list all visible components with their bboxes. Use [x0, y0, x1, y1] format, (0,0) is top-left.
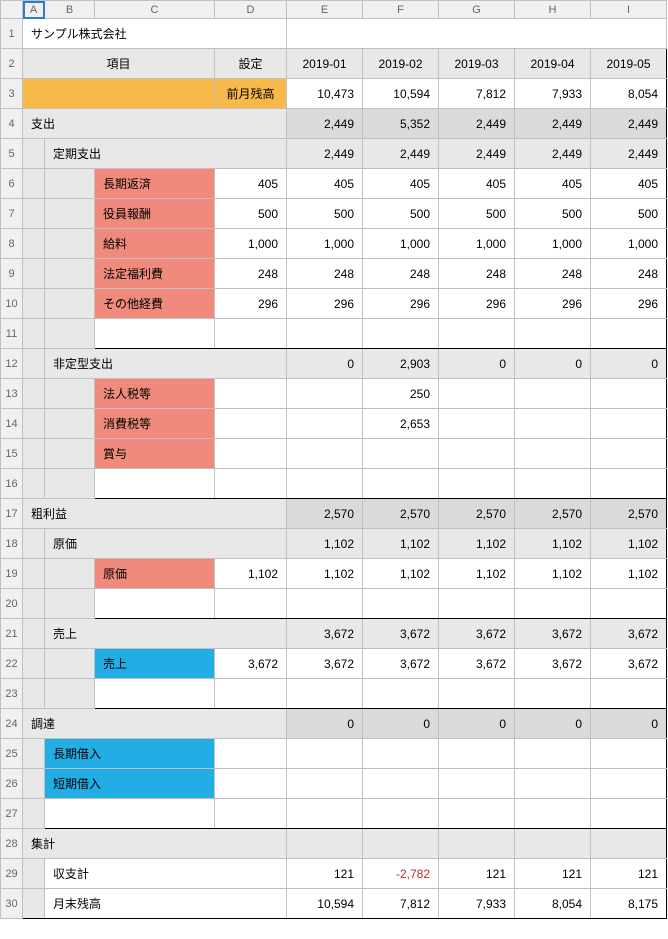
sales-label: 売上: [45, 619, 286, 648]
row-10[interactable]: 10その他経費296296296296296296: [1, 289, 667, 319]
gross-label: 粗利益: [23, 499, 286, 528]
row-15[interactable]: 15賞与: [1, 439, 667, 469]
sales-item-label: 売上: [95, 649, 214, 678]
col-c[interactable]: C: [95, 1, 215, 19]
month-2: 2019-02: [363, 49, 438, 78]
row-2[interactable]: 2 項目 設定 2019-01 2019-02 2019-03 2019-04 …: [1, 49, 667, 79]
col-d[interactable]: D: [215, 1, 287, 19]
col-b[interactable]: B: [45, 1, 95, 19]
row-12[interactable]: 12非定型支出02,903000: [1, 349, 667, 379]
row-30[interactable]: 30月末残高10,5947,8127,9338,0548,175: [1, 889, 667, 919]
var-item-0-label: 法人税等: [95, 379, 214, 408]
row-9[interactable]: 9法定福利費248248248248248248: [1, 259, 667, 289]
row-6[interactable]: 6長期返済405405405405405405: [1, 169, 667, 199]
row-28[interactable]: 28集計: [1, 829, 667, 859]
row-25[interactable]: 25長期借入: [1, 739, 667, 769]
fixed-total-2: 2,449: [363, 139, 438, 168]
cost-item-label: 原価: [95, 559, 214, 588]
col-e[interactable]: E: [287, 1, 363, 19]
expense-total-2: 5,352: [363, 109, 438, 138]
prev-balance-3: 7,812: [439, 79, 514, 108]
row-4[interactable]: 4 支出 2,449 5,352 2,449 2,449 2,449: [1, 109, 667, 139]
fixed-total-3: 2,449: [439, 139, 514, 168]
month-4: 2019-04: [515, 49, 590, 78]
col-g[interactable]: G: [439, 1, 515, 19]
row-20[interactable]: 20: [1, 589, 667, 619]
fixed-item-1-label: 役員報酬: [95, 199, 214, 228]
prev-balance-1: 10,473: [287, 79, 362, 108]
fixed-item-3-label: 法定福利費: [95, 259, 214, 288]
row-13[interactable]: 13法人税等250: [1, 379, 667, 409]
row-21[interactable]: 21売上3,6723,6723,6723,6723,672: [1, 619, 667, 649]
expense-total-5: 2,449: [591, 109, 666, 138]
expense-total-1: 2,449: [287, 109, 362, 138]
balance-label: 収支計: [45, 859, 286, 888]
col-f[interactable]: F: [363, 1, 439, 19]
fixed-total-1: 2,449: [287, 139, 362, 168]
row-14[interactable]: 14消費税等2,653: [1, 409, 667, 439]
prev-balance-4: 7,933: [515, 79, 590, 108]
row-26[interactable]: 26短期借入: [1, 769, 667, 799]
month-5: 2019-05: [591, 49, 666, 78]
row-29[interactable]: 29収支計121-2,782121121121: [1, 859, 667, 889]
finance-item-0-label: 長期借入: [45, 739, 214, 768]
row-27[interactable]: 27: [1, 799, 667, 829]
row-23[interactable]: 23: [1, 679, 667, 709]
prev-balance-2: 10,594: [363, 79, 438, 108]
fixed-item-2-label: 給料: [95, 229, 214, 258]
cost-label: 原価: [45, 529, 286, 558]
fixed-item-4-label: その他経費: [95, 289, 214, 318]
row-7[interactable]: 7役員報酬500500500500500500: [1, 199, 667, 229]
expense-total-3: 2,449: [439, 109, 514, 138]
row-3[interactable]: 3 前月残高 10,473 10,594 7,812 7,933 8,054: [1, 79, 667, 109]
fixed-item-0-label: 長期返済: [95, 169, 214, 198]
finance-item-1-label: 短期借入: [45, 769, 214, 798]
col-h[interactable]: H: [515, 1, 591, 19]
variable-expense-label: 非定型支出: [45, 349, 286, 378]
month-3: 2019-03: [439, 49, 514, 78]
column-header-row: A B C D E F G H I: [1, 1, 667, 19]
fixed-total-4: 2,449: [515, 139, 590, 168]
row-1[interactable]: 1 サンプル株式会社: [1, 19, 667, 49]
expense-label: 支出: [23, 109, 286, 138]
summary-label: 集計: [23, 829, 286, 858]
prev-balance-label: 前月残高: [215, 79, 286, 108]
header-setting: 設定: [215, 49, 286, 78]
row-17[interactable]: 17粗利益2,5702,5702,5702,5702,570: [1, 499, 667, 529]
row-8[interactable]: 8給料1,0001,0001,0001,0001,0001,000: [1, 229, 667, 259]
fixed-expense-label: 定期支出: [45, 139, 286, 168]
row-18[interactable]: 18原価1,1021,1021,1021,1021,102: [1, 529, 667, 559]
row-16[interactable]: 16: [1, 469, 667, 499]
header-item: 項目: [23, 49, 214, 78]
row-5[interactable]: 5 定期支出 2,449 2,449 2,449 2,449 2,449: [1, 139, 667, 169]
row-11[interactable]: 11: [1, 319, 667, 349]
prev-balance-5: 8,054: [591, 79, 666, 108]
row-22[interactable]: 22売上3,6723,6723,6723,6723,6723,672: [1, 649, 667, 679]
company-title: サンプル株式会社: [23, 19, 286, 48]
fixed-item-0-setting: 405: [215, 169, 286, 198]
month-1: 2019-01: [287, 49, 362, 78]
fixed-total-5: 2,449: [591, 139, 666, 168]
var-item-2-label: 賞与: [95, 439, 214, 468]
eom-label: 月末残高: [45, 889, 286, 918]
finance-label: 調達: [23, 709, 286, 738]
col-i[interactable]: I: [591, 1, 667, 19]
spreadsheet[interactable]: A B C D E F G H I 1 サンプル株式会社 2 項目 設定 201…: [0, 0, 667, 919]
var-item-1-label: 消費税等: [95, 409, 214, 438]
expense-total-4: 2,449: [515, 109, 590, 138]
col-a[interactable]: A: [23, 1, 45, 19]
row-24[interactable]: 24調達00000: [1, 709, 667, 739]
row-19[interactable]: 19原価1,1021,1021,1021,1021,1021,102: [1, 559, 667, 589]
